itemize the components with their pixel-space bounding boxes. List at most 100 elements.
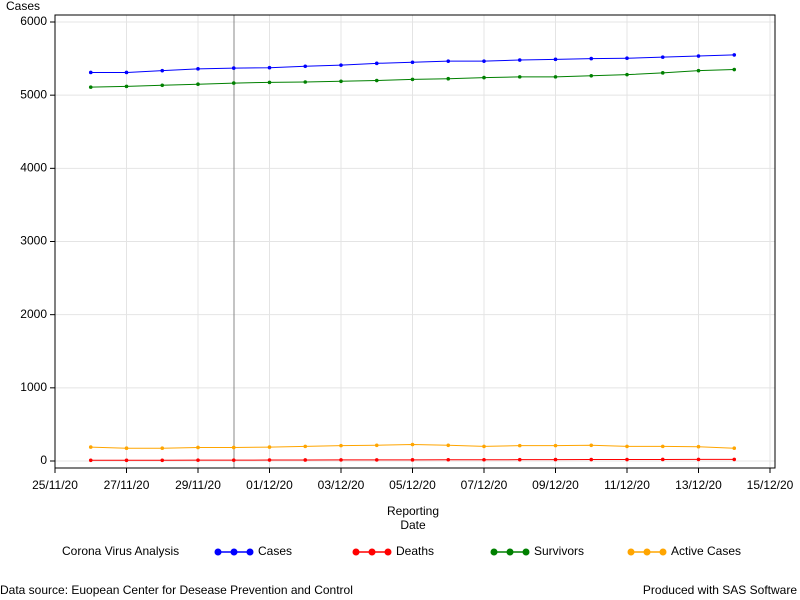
data-point bbox=[88, 445, 93, 449]
data-point bbox=[625, 56, 629, 61]
data-point bbox=[374, 443, 379, 448]
y-axis-label: Cases bbox=[6, 0, 40, 13]
x-tick-label: 01/12/20 bbox=[246, 478, 293, 492]
data-point bbox=[196, 445, 200, 450]
data-point bbox=[196, 458, 200, 462]
footnote: Data source: Euopean Center for Desease … bbox=[0, 583, 353, 597]
x-tick-label: 11/12/20 bbox=[604, 478, 650, 492]
data-point bbox=[231, 445, 236, 450]
data-point bbox=[160, 458, 165, 463]
x-tick-label: 27/11/20 bbox=[104, 478, 150, 492]
x-tick-label: 07/12/20 bbox=[461, 478, 508, 492]
data-point bbox=[196, 67, 200, 71]
data-point bbox=[196, 82, 200, 86]
data-point bbox=[231, 66, 236, 70]
legend-marker bbox=[214, 548, 222, 556]
data-point bbox=[625, 457, 629, 462]
data-point bbox=[303, 64, 308, 69]
legend-marker bbox=[522, 548, 530, 556]
data-point bbox=[589, 443, 594, 448]
legend-marker bbox=[368, 548, 376, 556]
y-tick-label: 3000 bbox=[20, 234, 47, 248]
legend-label: Cases bbox=[258, 544, 292, 558]
data-point bbox=[625, 444, 629, 449]
data-point bbox=[124, 446, 129, 450]
data-point bbox=[339, 443, 343, 448]
data-point bbox=[553, 57, 558, 62]
legend-marker bbox=[384, 548, 392, 556]
data-point bbox=[160, 83, 165, 88]
legend-marker bbox=[352, 548, 360, 556]
data-point bbox=[303, 444, 308, 449]
data-point bbox=[482, 457, 486, 462]
legend-title: Corona Virus Analysis bbox=[62, 544, 179, 558]
y-tick-label: 6000 bbox=[20, 14, 47, 28]
data-point bbox=[410, 77, 415, 82]
data-point bbox=[732, 67, 737, 72]
x-axis-label: Reporting bbox=[387, 504, 439, 518]
data-point bbox=[732, 53, 737, 57]
legend-label: Active Cases bbox=[671, 544, 741, 558]
data-point bbox=[374, 61, 379, 66]
data-point bbox=[303, 458, 308, 462]
data-point bbox=[482, 444, 486, 449]
y-tick-label: 0 bbox=[40, 453, 47, 467]
data-point bbox=[589, 73, 594, 78]
legend-label: Survivors bbox=[534, 544, 584, 558]
data-point bbox=[446, 76, 451, 81]
data-point bbox=[446, 457, 451, 462]
data-point bbox=[231, 458, 236, 462]
data-point bbox=[660, 457, 665, 462]
data-point bbox=[374, 78, 379, 83]
plot-frame bbox=[54, 14, 776, 469]
data-point bbox=[696, 457, 701, 462]
x-tick-label: 29/11/20 bbox=[175, 478, 221, 492]
data-point bbox=[517, 443, 522, 448]
data-point bbox=[124, 458, 129, 463]
y-tick-label: 5000 bbox=[20, 87, 47, 101]
data-point bbox=[446, 59, 451, 63]
data-point bbox=[124, 70, 129, 75]
data-point bbox=[589, 457, 594, 462]
data-point bbox=[267, 80, 272, 85]
data-point bbox=[410, 458, 415, 462]
data-point bbox=[660, 444, 665, 449]
data-point bbox=[660, 55, 665, 59]
x-axis-label: Date bbox=[400, 518, 426, 532]
y-tick-label: 1000 bbox=[20, 380, 47, 394]
x-tick-label: 05/12/20 bbox=[389, 478, 436, 492]
data-point bbox=[88, 70, 93, 75]
x-tick-label: 09/12/20 bbox=[532, 478, 579, 492]
data-point bbox=[660, 71, 665, 75]
data-point bbox=[410, 442, 415, 447]
legend-label: Deaths bbox=[396, 544, 434, 558]
legend-marker bbox=[230, 548, 238, 556]
legend-marker bbox=[659, 548, 667, 556]
data-point bbox=[553, 443, 558, 448]
legend-marker bbox=[506, 548, 514, 556]
data-point bbox=[732, 457, 737, 462]
data-point bbox=[732, 446, 737, 450]
x-tick-label: 15/12/20 bbox=[747, 478, 794, 492]
legend-marker bbox=[246, 548, 254, 556]
data-point bbox=[267, 65, 272, 70]
legend-marker bbox=[490, 548, 498, 556]
x-tick-label: 25/11/20 bbox=[32, 478, 78, 492]
data-point bbox=[517, 75, 522, 79]
data-point bbox=[160, 446, 165, 450]
data-point bbox=[625, 72, 629, 77]
data-point bbox=[553, 75, 558, 79]
data-point bbox=[267, 445, 272, 449]
x-tick-label: 03/12/20 bbox=[318, 478, 365, 492]
y-tick-label: 2000 bbox=[20, 307, 47, 321]
data-point bbox=[696, 54, 701, 58]
legend-marker bbox=[627, 548, 635, 556]
data-point bbox=[160, 68, 165, 73]
data-point bbox=[88, 458, 93, 463]
data-point bbox=[482, 59, 486, 63]
data-point bbox=[88, 85, 93, 89]
data-point bbox=[410, 60, 415, 65]
data-point bbox=[696, 68, 701, 73]
